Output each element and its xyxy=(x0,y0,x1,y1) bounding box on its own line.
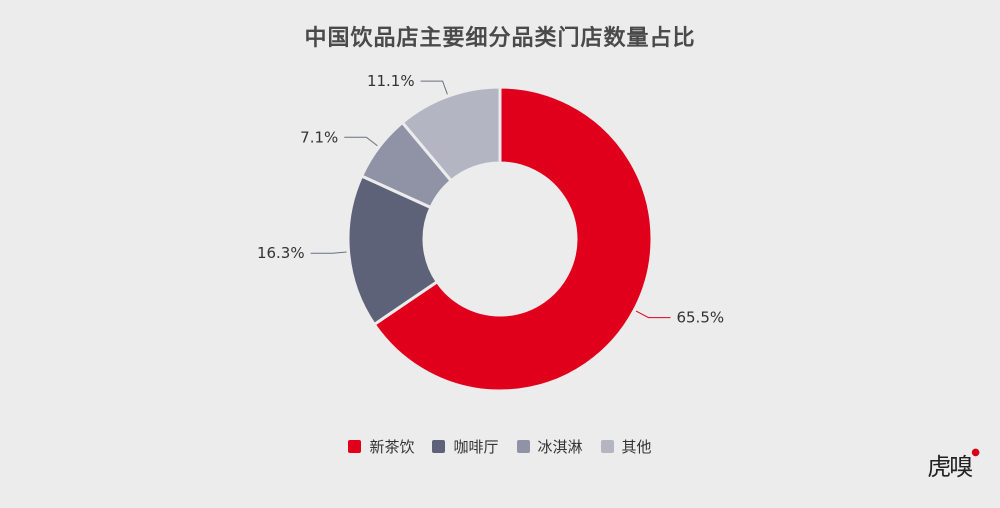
watermark-text: 虎嗅 xyxy=(927,453,973,481)
legend-item-2: 冰淇淋 xyxy=(516,436,583,457)
donut-slice-0 xyxy=(372,85,654,393)
donut-slices xyxy=(346,85,654,393)
leader-line-2 xyxy=(344,136,378,147)
donut-slice-3 xyxy=(400,85,502,183)
data-label-0: 65.5% xyxy=(676,309,724,327)
leader-line-0 xyxy=(635,310,671,319)
legend-label-0: 新茶饮 xyxy=(369,438,415,456)
legend-swatch-3 xyxy=(600,440,614,453)
leader-line-3 xyxy=(420,80,448,95)
legend-swatch-1 xyxy=(432,440,446,453)
leader-lines xyxy=(310,80,671,319)
watermark-dot: ● xyxy=(971,447,980,458)
data-label-1: 16.3% xyxy=(257,244,305,262)
data-labels: 65.5% 16.3% 7.1% 11.1% xyxy=(257,72,724,327)
legend-swatch-0 xyxy=(348,440,362,453)
legend-item-0: 新茶饮 xyxy=(348,436,414,457)
legend-label-1: 咖啡厅 xyxy=(453,438,499,456)
legend-item-1: 咖啡厅 xyxy=(432,436,499,457)
data-label-3: 11.1% xyxy=(367,72,415,90)
chart-legend: 新茶饮 咖啡厅 冰淇淋 其他 xyxy=(0,436,1000,457)
donut-slice-1 xyxy=(346,174,439,326)
legend-label-3: 其他 xyxy=(621,438,652,456)
legend-label-2: 冰淇淋 xyxy=(537,438,583,456)
data-label-2: 7.1% xyxy=(300,128,338,146)
chart-title: 中国饮品店主要细分品类门店数量占比 xyxy=(304,26,696,51)
legend-swatch-2 xyxy=(516,440,530,453)
leader-line-1 xyxy=(310,251,347,254)
brand-watermark-logo: 虎嗅● xyxy=(927,447,980,482)
legend-item-3: 其他 xyxy=(600,436,652,457)
